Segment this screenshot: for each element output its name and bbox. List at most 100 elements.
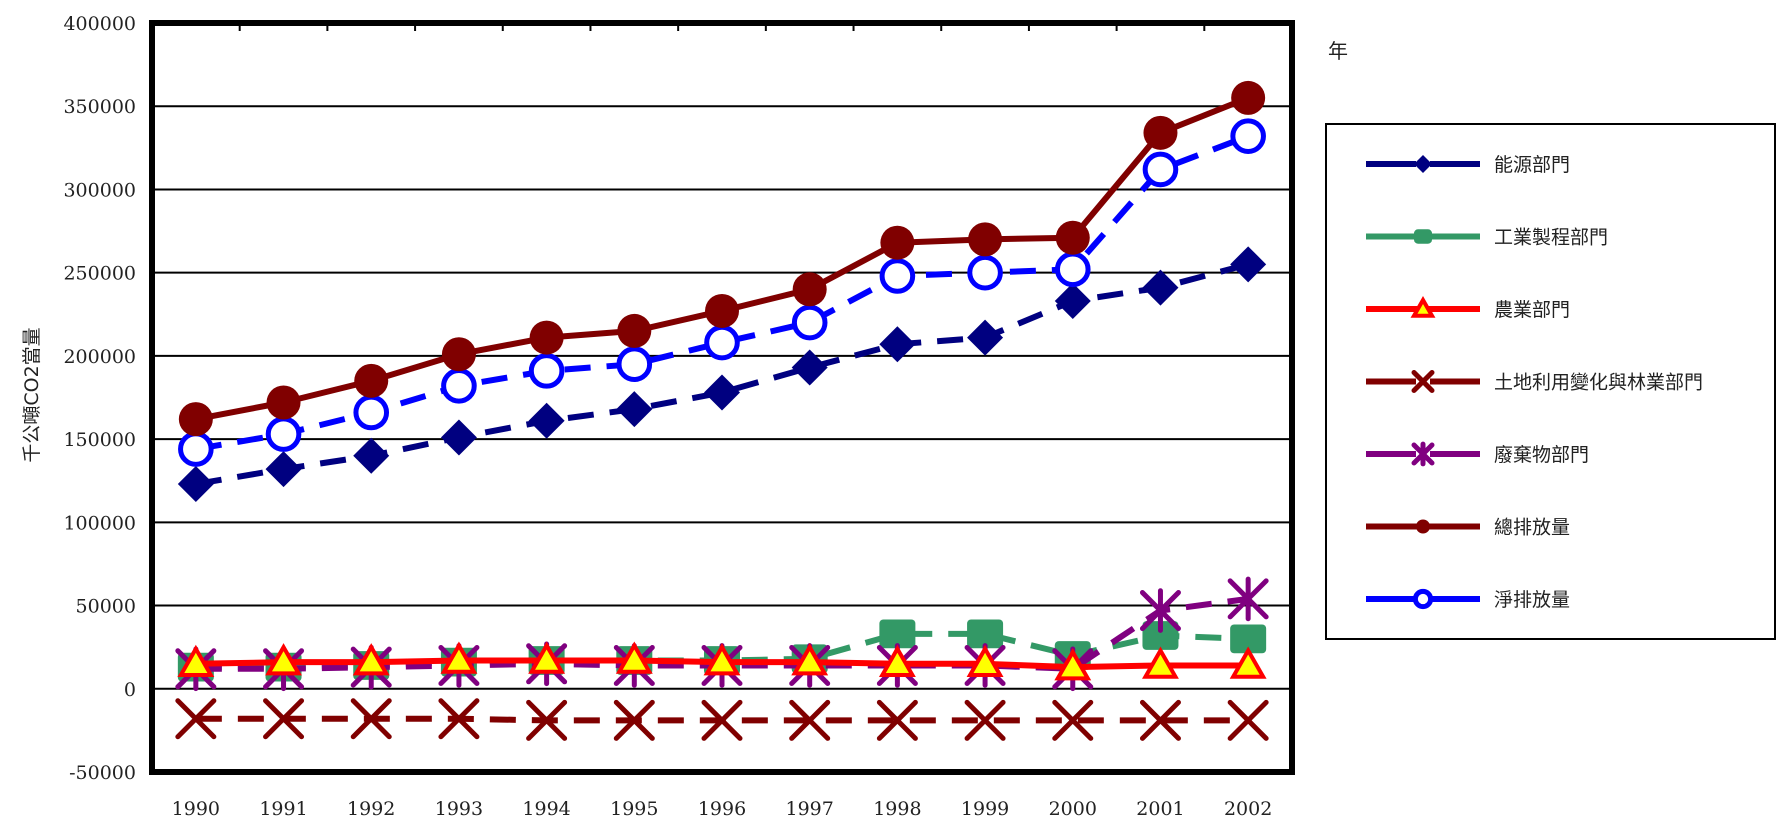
series-marker <box>1227 699 1269 741</box>
y-tick-label: 250000 <box>63 263 136 285</box>
series-5 <box>178 80 1266 437</box>
x-tick-label: 2001 <box>1136 798 1184 820</box>
series-marker <box>265 451 302 488</box>
series-marker <box>441 337 476 372</box>
series-marker-shape <box>703 643 741 676</box>
legend-item: 廢棄物部門 <box>1366 441 1589 467</box>
series-marker <box>615 641 653 674</box>
series-marker <box>878 644 916 678</box>
legend-label: 能源部門 <box>1494 154 1570 176</box>
series-marker <box>528 402 565 439</box>
legend-item: 工業製程部門 <box>1366 227 1608 249</box>
legend-label: 淨排放量 <box>1494 589 1570 611</box>
series-marker-shape <box>352 643 390 676</box>
series-marker <box>352 643 390 676</box>
series-marker <box>528 641 566 674</box>
legend-label: 工業製程部門 <box>1494 227 1608 249</box>
x-tick-label: 1995 <box>610 798 658 820</box>
series-marker-stroke <box>350 698 392 740</box>
x-tick-label: 1991 <box>259 798 307 820</box>
series-marker-stroke <box>1052 699 1094 741</box>
series-marker <box>968 222 1003 257</box>
series-marker <box>791 349 828 386</box>
y-tick-label: 50000 <box>76 596 136 618</box>
series-marker-stroke <box>1227 699 1269 741</box>
series-marker <box>879 258 916 294</box>
series-marker <box>1230 246 1267 283</box>
legend-label: 總排放量 <box>1494 517 1570 539</box>
series-marker <box>1231 80 1266 115</box>
series-marker <box>1230 118 1266 154</box>
x-tick-label: 2000 <box>1049 798 1097 820</box>
series-marker-shape <box>1229 646 1267 679</box>
series-marker-shape <box>615 641 653 674</box>
series-marker <box>265 416 302 452</box>
series-3 <box>175 698 1269 741</box>
series-marker <box>528 353 565 389</box>
series-marker <box>175 698 217 740</box>
series-marker <box>1410 295 1436 318</box>
x-axis-title: 年 <box>1328 39 1348 63</box>
series-marker-shape <box>966 644 1004 678</box>
series-marker <box>178 431 214 467</box>
legend-label: 土地利用變化與林業部門 <box>1494 372 1703 394</box>
series-marker <box>440 641 478 674</box>
x-tick-label: 1998 <box>873 798 921 820</box>
series-marker <box>353 394 390 431</box>
y-tick-label: 400000 <box>63 13 136 35</box>
y-tick-label: 200000 <box>63 346 136 368</box>
series-marker <box>876 699 918 741</box>
series-marker <box>966 644 1004 678</box>
series-marker <box>791 304 828 341</box>
x-tick-label: 1999 <box>961 798 1009 820</box>
x-tick-label: 1992 <box>347 798 395 820</box>
y-tick-label: 350000 <box>63 96 136 118</box>
series-group <box>175 80 1269 741</box>
x-tick-label: 1994 <box>522 798 570 820</box>
y-axis-tick-labels: 400000 350000 300000 250000 200000 150000 1000… <box>63 13 136 784</box>
series-marker <box>1416 519 1430 534</box>
series-marker <box>263 698 305 740</box>
legend-item: 淨排放量 <box>1366 588 1570 611</box>
series-marker-shape <box>1142 646 1179 679</box>
series-marker <box>704 374 740 411</box>
series-marker <box>705 293 739 328</box>
plot-frame <box>149 20 1295 775</box>
series-marker <box>266 385 301 420</box>
series-marker <box>354 363 389 398</box>
series-marker <box>1142 151 1179 188</box>
series-marker <box>1229 646 1267 679</box>
series-marker-stroke <box>263 698 305 740</box>
series-marker-shape <box>878 644 916 678</box>
series-marker <box>879 619 916 649</box>
series-marker <box>617 313 652 348</box>
series-marker <box>1414 229 1432 244</box>
series-marker <box>1142 646 1179 679</box>
series-marker <box>616 391 653 428</box>
series-marker <box>1230 624 1267 654</box>
x-tick-label: 1997 <box>786 798 834 820</box>
plot-border <box>149 20 1295 775</box>
series-marker-shape <box>1410 295 1436 318</box>
series-marker <box>1143 115 1178 150</box>
series-marker-shape <box>1054 648 1092 681</box>
series-marker <box>1139 588 1181 633</box>
series-marker <box>353 437 390 474</box>
series-marker <box>791 643 829 676</box>
series-marker <box>1052 699 1094 741</box>
y-axis-title: 千公噸CO2當量 <box>21 327 43 462</box>
series-marker <box>703 643 741 676</box>
series-marker <box>1054 282 1091 319</box>
y-tick-label: 100000 <box>63 512 136 534</box>
series-marker-shape <box>265 643 302 676</box>
legend-item: 土地利用變化與林業部門 <box>1366 370 1703 394</box>
y-tick-label: 150000 <box>63 429 136 451</box>
series-marker <box>967 619 1004 649</box>
series-marker <box>880 225 915 260</box>
series-marker <box>526 699 568 741</box>
series-marker <box>440 419 477 456</box>
series-marker <box>441 368 477 404</box>
series-marker-stroke <box>175 698 217 740</box>
